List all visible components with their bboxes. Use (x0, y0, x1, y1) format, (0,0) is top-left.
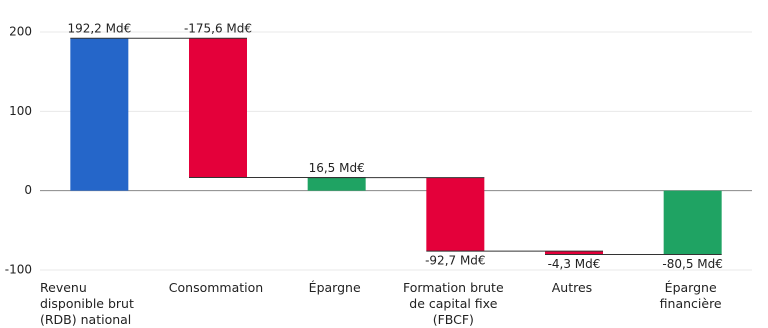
value-label: -92,7 Md€ (425, 254, 485, 268)
x-tick-label: Épargne financière (659, 280, 722, 311)
bar (663, 190, 722, 255)
bar (426, 177, 485, 252)
bar (189, 38, 247, 178)
x-tick-label: Épargne (308, 280, 361, 295)
bar (70, 38, 129, 191)
x-tick-label: Formation brute de capital fixe (FBCF) (403, 280, 504, 327)
y-tick-label: 200 (9, 25, 32, 39)
value-label: -4,3 Md€ (548, 257, 601, 271)
x-tick-label: Revenu disponible brut (RDB) national (40, 280, 134, 327)
value-label: 192,2 Md€ (67, 22, 131, 36)
y-tick-label: -100 (5, 263, 32, 277)
value-label: -175,6 Md€ (184, 22, 252, 36)
x-tick-label: Autres (551, 280, 593, 295)
value-label: -80,5 Md€ (662, 257, 722, 271)
value-label: 16,5 Md€ (309, 161, 365, 175)
bar (307, 177, 366, 191)
y-tick-label: 100 (9, 104, 32, 118)
bar (545, 251, 603, 255)
x-tick-label: Consommation (168, 280, 264, 295)
y-tick-label: 0 (24, 183, 32, 197)
